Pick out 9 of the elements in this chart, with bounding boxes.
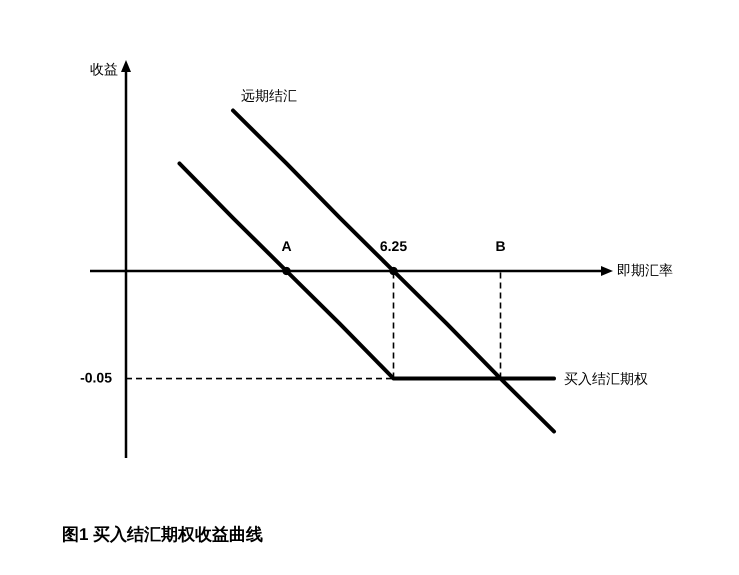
series-label: 远期结汇 (241, 87, 297, 104)
x-tick-label: B (495, 238, 506, 254)
text: 图1 买入结汇期权收益曲线 (62, 525, 264, 544)
series-label: 买入结汇期权 (564, 370, 648, 386)
x-axis-title: 即期汇率 (617, 262, 673, 278)
y-axis-title: 收益 (90, 60, 118, 77)
annotation: -0.05 (80, 369, 112, 386)
x-tick-label: A (281, 238, 292, 254)
x-tick-label: 6.25 (380, 238, 408, 254)
